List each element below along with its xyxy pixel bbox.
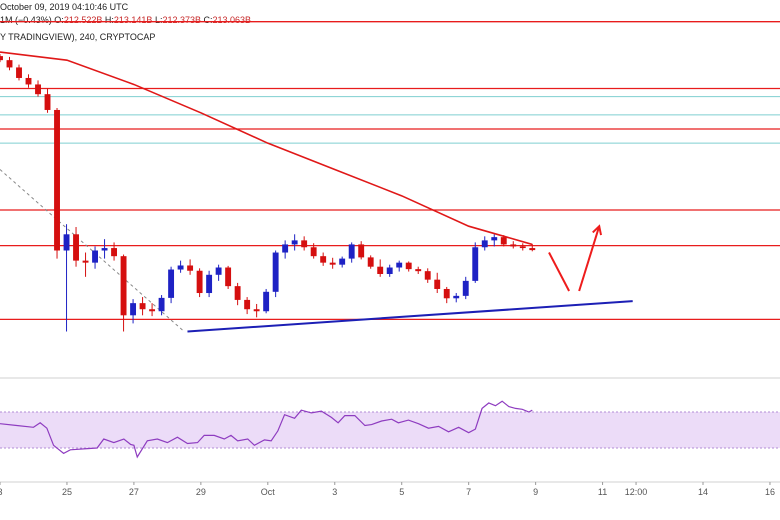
- candle-body: [386, 267, 393, 274]
- candle-body: [92, 250, 98, 263]
- candle-body: [481, 240, 488, 248]
- candle-body: [196, 270, 203, 294]
- x-tick-label: 25: [62, 487, 72, 497]
- x-tick-label: 7: [466, 487, 471, 497]
- candle-body: [44, 94, 51, 110]
- dashed-trendline: [0, 169, 185, 332]
- candle-body: [101, 248, 108, 251]
- candle-body: [348, 244, 355, 259]
- candle-body: [158, 297, 165, 312]
- candle-body: [415, 269, 422, 272]
- close-value: 213.063B: [212, 15, 252, 25]
- candle-body: [130, 303, 137, 316]
- x-tick-label: Oct: [261, 487, 276, 497]
- candle-body: [443, 288, 450, 299]
- rsi-line: [0, 400, 533, 459]
- candle-body: [367, 257, 374, 267]
- candle-body: [339, 258, 346, 265]
- close-label: C:: [203, 15, 213, 25]
- candle-body: [310, 247, 317, 257]
- candle-body: [377, 266, 384, 274]
- candle-body: [253, 309, 260, 312]
- candle-body: [0, 56, 3, 61]
- open-value: 212.522B: [63, 15, 103, 25]
- x-tick-label: 3: [332, 487, 337, 497]
- x-tick-label: 11: [598, 487, 607, 497]
- high-value: 213.141B: [113, 15, 153, 25]
- candle-body: [434, 279, 441, 289]
- low-value: 212.373B: [162, 15, 201, 25]
- candle-body: [320, 256, 327, 263]
- candle-body: [358, 244, 365, 258]
- candle-body: [63, 234, 70, 251]
- candle-body: [54, 109, 60, 251]
- candle-body: [16, 67, 22, 78]
- candle-body: [177, 265, 184, 270]
- x-tick-label: 9: [533, 487, 538, 497]
- high-label: H:: [104, 15, 114, 25]
- chart-source: Y TRADINGVIEW), 240, CRYPTOCAP: [0, 32, 156, 42]
- moving-average-line: [0, 51, 533, 246]
- up-arrow: [578, 225, 601, 292]
- candle-body: [329, 262, 336, 265]
- candle-body: [35, 84, 41, 95]
- open-label: O:: [54, 15, 64, 25]
- x-tick-label: 29: [196, 487, 206, 497]
- candle-body: [519, 246, 526, 249]
- interval-change: 1M (−0.43%): [0, 15, 52, 25]
- low-label: L:: [154, 15, 163, 25]
- candle-body: [500, 237, 507, 245]
- candle-body: [272, 252, 279, 292]
- candle-body: [301, 240, 308, 248]
- candle-body: [424, 271, 431, 280]
- down-arrow: [548, 252, 570, 292]
- candle-body: [25, 77, 32, 85]
- candle-body: [215, 267, 222, 275]
- candle-body: [206, 274, 213, 294]
- candle-body: [168, 269, 175, 298]
- candle-body: [111, 248, 118, 257]
- candle-body: [82, 260, 89, 263]
- candle-body: [396, 262, 403, 268]
- rsi-band: [0, 412, 780, 448]
- candle-body: [187, 265, 194, 271]
- candle-body: [6, 60, 13, 68]
- x-tick-label: 3: [0, 487, 3, 497]
- x-tick-label: 12:00: [625, 487, 648, 497]
- candle-body: [529, 248, 536, 251]
- candle-body: [405, 262, 412, 270]
- candle-body: [139, 303, 146, 310]
- candle-body: [462, 280, 469, 296]
- candle-body: [472, 247, 479, 281]
- candle-body: [120, 256, 127, 316]
- candle-body: [282, 244, 289, 253]
- candle-body: [225, 267, 232, 287]
- candle-body: [453, 295, 460, 299]
- candle-body: [149, 309, 156, 312]
- candle-body: [291, 240, 298, 245]
- candle-body: [244, 299, 251, 310]
- candle-body: [491, 237, 498, 241]
- x-tick-label: 5: [399, 487, 404, 497]
- support-trendline: [187, 300, 633, 333]
- x-tick-label: 16: [765, 487, 775, 497]
- candle-body: [263, 291, 270, 312]
- candle-body: [73, 234, 79, 261]
- candle-body: [234, 286, 241, 300]
- x-tick-label: 14: [698, 487, 708, 497]
- x-tick-label: 27: [129, 487, 139, 497]
- chart-timestamp: October 09, 2019 04:10:46 UTC: [0, 2, 129, 12]
- ohlc-readout: 1M (−0.43%) O:212.522B H:213.141B L:212.…: [0, 15, 251, 25]
- up-arrow-head: [592, 224, 602, 236]
- candle-body: [510, 244, 517, 247]
